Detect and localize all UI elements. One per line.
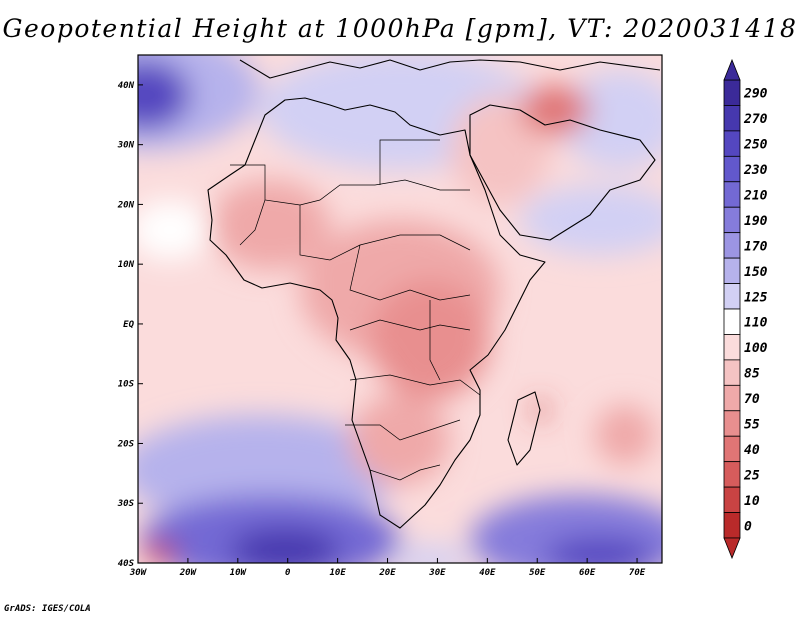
colorbar-swatch [723, 512, 741, 539]
colorbar-label: 25 [743, 468, 760, 483]
colorbar: 2902702502302101901701501251101008570554… [723, 58, 768, 560]
coastlines [207, 59, 661, 529]
colorbar-label: 230 [743, 163, 768, 178]
colorbar-swatch [723, 461, 741, 488]
colorbar-label: 85 [744, 367, 760, 382]
colorbar-label: 125 [744, 290, 768, 305]
lon-tick-label: 20W [179, 568, 198, 578]
colorbar-swatch [723, 181, 741, 208]
colorbar-swatch [723, 206, 741, 234]
lon-tick-label: 50E [529, 568, 546, 578]
colorbar-swatch [723, 105, 741, 132]
colorbar-swatch [723, 79, 741, 106]
lat-tick-label: 10N [118, 260, 135, 270]
colorbar-label: 10 [744, 494, 760, 509]
lon-tick-label: 30E [428, 568, 446, 578]
colorbar-swatch [723, 257, 741, 284]
lat-tick-label: 30N [117, 141, 135, 151]
colorbar-swatch [723, 155, 741, 183]
colorbar-label: 290 [743, 87, 768, 102]
colorbar-max-triangle [723, 58, 741, 81]
colorbar-swatch [723, 410, 741, 437]
colorbar-label: 100 [744, 341, 768, 356]
colorbar-label: 210 [743, 189, 768, 204]
lon-tick-label: 70E [629, 568, 646, 578]
colorbar-swatch [723, 232, 741, 259]
colorbar-swatch [723, 283, 741, 310]
grads-credit: GrADS: IGES/COLA [4, 604, 91, 614]
map-frame [137, 54, 663, 564]
lat-tick-label: 40S [118, 559, 135, 569]
colorbar-swatch [723, 359, 741, 386]
lon-tick-label: 10E [329, 568, 346, 578]
lon-tick-label: 20E [378, 568, 396, 578]
colorbar-label: 270 [743, 112, 768, 127]
colorbar-swatch [723, 308, 741, 335]
colorbar-min-triangle [723, 537, 741, 560]
colorbar-label: 190 [744, 214, 768, 229]
colorbar-swatch [723, 384, 741, 412]
lon-tick-label: 0 [285, 568, 291, 578]
colorbar-label: 70 [744, 392, 760, 407]
colorbar-swatch [723, 334, 741, 361]
lat-tick-label: 20N [117, 200, 135, 210]
height-field [138, 55, 662, 563]
lon-tick-label: 10W [230, 568, 248, 578]
colorbar-label: 250 [743, 138, 768, 153]
colorbar-label: 110 [744, 316, 768, 331]
lat-tick-label: EQ [123, 320, 134, 330]
axis-ticks: 30W 20W 10W 0 10E 20E 30E 40E 50E 60E 70E 40N 30N 20N… [117, 81, 646, 578]
colorbar-label: 55 [744, 418, 760, 433]
colorbar-label: 40 [744, 443, 760, 458]
colorbar-label: 150 [744, 265, 768, 280]
colorbar-swatch [723, 486, 741, 513]
lat-tick-label: 10S [118, 380, 135, 390]
lat-tick-label: 40N [118, 81, 135, 91]
colorbar-swatch [723, 130, 741, 157]
lon-tick-label: 30W [129, 568, 148, 578]
colorbar-swatch [723, 435, 741, 463]
lon-tick-label: 60E [579, 568, 596, 578]
lat-tick-label: 20S [117, 439, 135, 449]
lon-tick-label: 40E [479, 568, 496, 578]
colorbar-label: 0 [744, 519, 752, 534]
colorbar-label: 170 [744, 239, 768, 254]
country-borders [230, 139, 481, 481]
lat-tick-label: 30S [117, 499, 135, 509]
map-title: Geopotential Height at 1000hPa [gpm], VT… [2, 14, 798, 43]
